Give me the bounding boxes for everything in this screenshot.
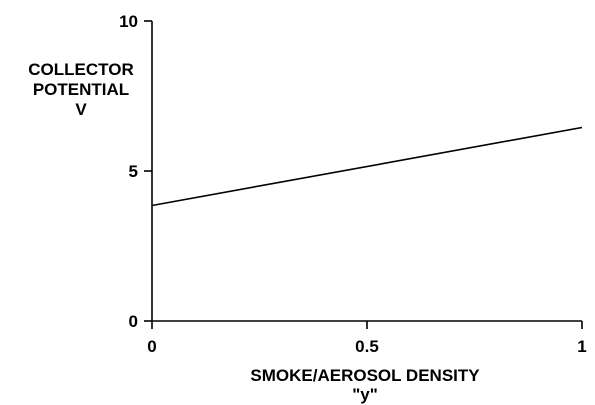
y-axis-label-line-3: V — [75, 100, 87, 119]
y-axis-label-line-2: POTENTIAL — [32, 80, 130, 99]
series-group — [151, 126, 583, 207]
y-tick-label-0: 0 — [129, 312, 138, 331]
y-tick-label-1: 5 — [129, 162, 138, 181]
y-axis-label: COLLECTOR POTENTIAL V — [6, 60, 156, 120]
x-axis-ticks: 0 0.5 1 — [147, 321, 587, 356]
x-tick-label-2: 1 — [577, 337, 586, 356]
x-tick-label-0: 0 — [147, 337, 156, 356]
x-axis-label-line-2: "y" — [352, 385, 378, 404]
x-axis-label-line-1: SMOKE/AEROSOL DENSITY — [250, 366, 480, 385]
y-axis-label-line-1: COLLECTOR — [28, 60, 134, 79]
y-tick-label-2: 10 — [119, 12, 138, 31]
y-axis-ticks: 0 5 10 — [119, 12, 152, 331]
x-tick-label-1: 0.5 — [355, 337, 379, 356]
series-line-0 — [151, 126, 583, 207]
x-axis-label: SMOKE/AEROSOL DENSITY "y" — [200, 366, 530, 404]
